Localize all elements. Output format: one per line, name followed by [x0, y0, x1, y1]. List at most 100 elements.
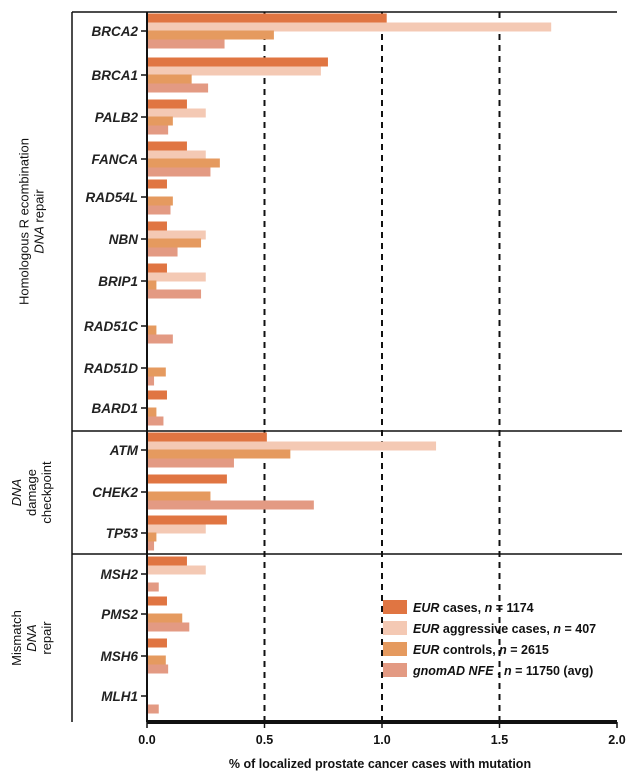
bar	[147, 108, 206, 118]
x-axis: 0.0 0.5 1.0 1.5 2.0	[138, 722, 626, 747]
bar	[147, 500, 314, 510]
bar	[147, 205, 171, 215]
legend-text: controls,	[439, 643, 499, 657]
bar	[147, 565, 206, 575]
legend-swatch	[383, 621, 407, 635]
bar	[147, 74, 192, 84]
legend-swatch	[383, 663, 407, 677]
legend-count: = 407	[561, 622, 596, 636]
bar	[147, 83, 209, 93]
reference-lines	[263, 12, 501, 722]
bar	[147, 247, 178, 257]
bar	[147, 515, 227, 525]
group-label: DNA	[9, 479, 24, 506]
x-tick-label: 1.5	[491, 733, 508, 747]
bar	[147, 22, 552, 32]
x-tick-label: 1.0	[373, 733, 390, 747]
legend-entry: EUR aggressive cases, n = 407	[413, 622, 596, 636]
bar	[147, 541, 155, 551]
bar	[147, 13, 387, 23]
gene-label: RAD51C	[84, 319, 138, 334]
legend-n: n	[504, 664, 512, 678]
bar	[147, 196, 173, 206]
bar	[147, 125, 169, 135]
bar	[147, 334, 173, 344]
bar	[147, 150, 206, 160]
group-label: Mismatch	[9, 610, 24, 666]
bar	[147, 280, 157, 290]
gene-label: RAD51D	[84, 361, 138, 376]
bar	[147, 704, 159, 714]
bar-series	[147, 13, 552, 714]
gene-label: PALB2	[95, 110, 139, 125]
x-tick-label: 0.0	[138, 733, 155, 747]
bar	[147, 664, 169, 674]
bar	[147, 158, 220, 168]
gene-label: ATM	[109, 443, 139, 458]
bar	[147, 622, 190, 632]
bar	[147, 167, 211, 177]
gene-label: CHEK2	[92, 485, 138, 500]
bar	[147, 238, 202, 248]
legend-italic: EUR	[413, 601, 439, 615]
bar	[147, 524, 206, 534]
bar	[147, 99, 187, 109]
bar	[147, 230, 206, 240]
bar	[147, 416, 164, 426]
group-label: repair	[39, 621, 54, 655]
bar	[147, 66, 321, 76]
bar	[147, 556, 187, 566]
legend-count: = 11750 (avg)	[512, 664, 594, 678]
gene-label: BARD1	[91, 401, 138, 416]
bar	[147, 289, 202, 299]
legend-entry: EUR controls, n = 2615	[413, 643, 549, 657]
bar	[147, 596, 167, 606]
legend-n: n	[485, 601, 493, 615]
bar	[147, 474, 227, 484]
bar	[147, 390, 167, 400]
bar	[147, 367, 166, 377]
bar	[147, 491, 211, 501]
legend-count: = 2615	[507, 643, 549, 657]
bar	[147, 221, 167, 231]
legend-italic: EUR	[413, 643, 439, 657]
bar	[147, 30, 274, 40]
bar	[147, 141, 187, 151]
gene-label: TP53	[106, 526, 139, 541]
group-label: damage	[24, 469, 39, 516]
bar	[147, 272, 206, 282]
group-label-rest: repair	[32, 189, 47, 227]
legend-count: = 1174	[492, 601, 533, 615]
bar	[147, 376, 155, 386]
gene-label: MLH1	[101, 689, 138, 704]
gene-label: RAD54L	[85, 190, 138, 205]
bar	[147, 432, 267, 442]
x-tick-label: 2.0	[608, 733, 625, 747]
group-label: checkpoint	[39, 461, 54, 524]
bar	[147, 638, 167, 648]
bar	[147, 655, 166, 665]
bar	[147, 613, 183, 623]
gene-label: FANCA	[92, 152, 139, 167]
bar	[147, 449, 291, 459]
group-label-italic: DNA	[24, 624, 39, 651]
gene-label: NBN	[109, 232, 138, 247]
group-label: DNA	[24, 624, 39, 651]
group-label: DNA repair	[32, 189, 47, 254]
bar	[147, 582, 159, 592]
bar	[147, 179, 167, 189]
bar	[147, 57, 328, 67]
group-label-italic: DNA	[9, 479, 24, 506]
legend-swatch	[383, 642, 407, 656]
gene-labels: BRCA2 BRCA1 PALB2 FANCA RAD54L NBN BRIP1 RAD51C…	[84, 24, 147, 704]
legend-italic: EUR	[413, 622, 439, 636]
legend-n: n	[499, 643, 507, 657]
gene-label: PMS2	[101, 607, 138, 622]
group-label: Homologous R ecombination	[17, 138, 32, 305]
gene-label: BRCA1	[91, 68, 138, 83]
legend-text: ,	[494, 664, 504, 678]
bar	[147, 441, 437, 451]
gene-label: BRCA2	[91, 24, 138, 39]
